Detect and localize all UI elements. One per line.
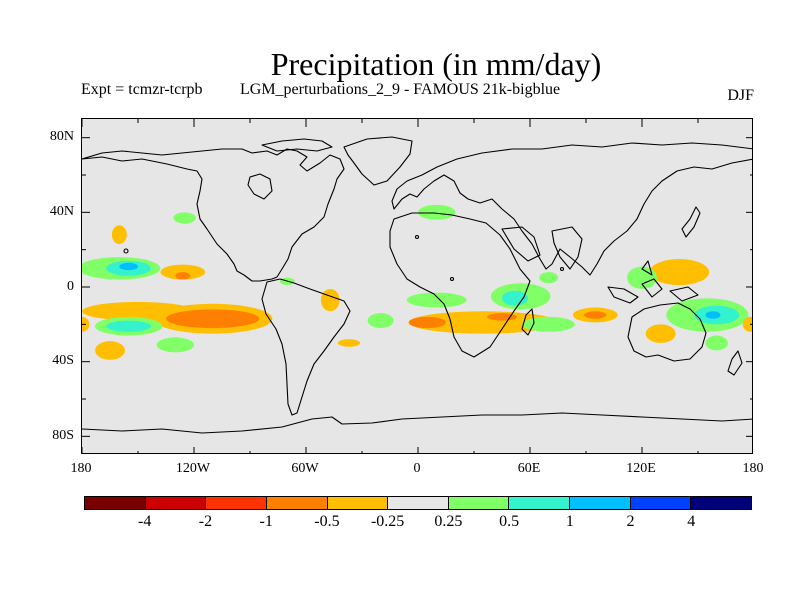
colorbar-swatch-10: [691, 497, 752, 509]
anomaly-region-9: [166, 309, 260, 329]
coastline-eurasia: [391, 142, 752, 276]
coastline-africa: [389, 212, 531, 358]
anomaly-region-37: [705, 335, 728, 351]
colorbar-label: 1: [565, 513, 574, 530]
lon-label-180w: 180: [70, 461, 92, 476]
anomaly-region-24: [408, 311, 558, 334]
colorbar-swatch-8: [570, 497, 631, 509]
anomaly-region-32: [645, 324, 676, 343]
coastline-island: [559, 266, 565, 272]
lon-label-60w: 60W: [291, 461, 319, 476]
colorbar-swatch-3: [266, 497, 328, 509]
lon-label-120e: 120E: [626, 461, 656, 476]
colorbar-label: 4: [687, 513, 696, 530]
colorbar-swatch-5: [388, 497, 449, 509]
colorbar-swatch-1: [145, 497, 207, 509]
anomaly-region-4: [175, 272, 191, 280]
anomaly-region-35: [705, 311, 721, 319]
lat-label-80s: 80S: [52, 428, 74, 443]
anomaly-region-22: [502, 290, 529, 306]
coastline-antarctica: [82, 412, 752, 434]
anomaly-region-20: [406, 292, 467, 308]
plot-title: Precipitation (in mm/day): [270, 46, 602, 82]
anomaly-field-layer: [82, 204, 752, 360]
colorbar-swatch-9: [630, 497, 692, 509]
coastline-layer: [82, 136, 752, 434]
anomaly-region-30: [649, 259, 710, 286]
coastline-island: [414, 234, 420, 240]
coastline-island: [449, 276, 455, 282]
anomaly-region-27: [522, 316, 575, 332]
lon-label-60e: 60E: [517, 461, 541, 476]
colorbar-label: -4: [138, 513, 152, 530]
colorbar-swatch-2: [206, 497, 267, 509]
coastline-japan: [681, 206, 701, 238]
anomaly-region-17: [337, 339, 361, 347]
colorbar-swatch-6: [448, 497, 510, 509]
colorbar-swatch-7: [509, 497, 571, 509]
colorbar-label: -0.25: [370, 513, 405, 530]
lat-label-eq: 0: [67, 279, 74, 294]
colorbar-swatch-0: [85, 497, 146, 509]
anomaly-region-19: [418, 204, 456, 220]
anomaly-region-6: [173, 212, 196, 224]
colorbar-label: -1: [259, 513, 273, 530]
coastline-arabia-india: [501, 226, 583, 270]
season-label: DJF: [727, 87, 754, 104]
coastline-arctic-islands: [261, 138, 333, 152]
coastline-madagascar: [521, 308, 535, 336]
anomaly-region-16: [367, 313, 394, 329]
lat-label-40s: 40S: [52, 353, 74, 368]
coastline-australia: [627, 302, 707, 362]
anomaly-region-3: [160, 264, 206, 280]
coastline-hudson-bay: [247, 173, 273, 200]
coastline-greenland: [343, 136, 413, 186]
coastline-new-zealand: [727, 350, 743, 376]
anomaly-region-29: [584, 311, 607, 319]
colorbar-label: 2: [626, 513, 635, 530]
anomaly-region-31: [627, 266, 657, 289]
colorbar: [84, 496, 752, 510]
coastline-maritime-continent: [607, 260, 699, 304]
anomaly-region-23: [539, 272, 558, 284]
colorbar-swatch-4: [327, 497, 389, 509]
lat-label-40n: 40N: [49, 204, 74, 219]
anomaly-region-15: [320, 288, 340, 312]
map-panel: [81, 118, 753, 454]
colorbar-label: -2: [198, 513, 213, 530]
lon-label-180e: 180: [742, 461, 764, 476]
coastline-south-america: [261, 278, 351, 416]
lon-label-120w: 120W: [175, 461, 211, 476]
map-canvas: [82, 119, 752, 453]
anomaly-region-25: [408, 316, 447, 329]
lon-label-0: 0: [413, 461, 421, 476]
anomaly-region-14: [156, 337, 194, 353]
anomaly-region-36: [742, 316, 752, 332]
anomaly-region-11: [106, 320, 152, 332]
experiment-name-label: LGM_perturbations_2_9 - FAMOUS 21k-bigbl…: [240, 81, 561, 98]
anomaly-region-2: [119, 262, 138, 271]
axis-ticks: [82, 119, 752, 453]
colorbar-label: -0.5: [314, 513, 340, 530]
lat-label-80n: 80N: [49, 129, 74, 144]
colorbar-label: 0.25: [434, 513, 463, 530]
coastline-island: [123, 248, 129, 254]
colorbar-label: 0.5: [499, 513, 520, 530]
anomaly-region-13: [95, 341, 125, 360]
anomaly-region-5: [111, 225, 127, 245]
experiment-id-label: Expt = tcmzr-tcrpb: [81, 81, 203, 98]
coastline-north-america: [82, 148, 345, 282]
